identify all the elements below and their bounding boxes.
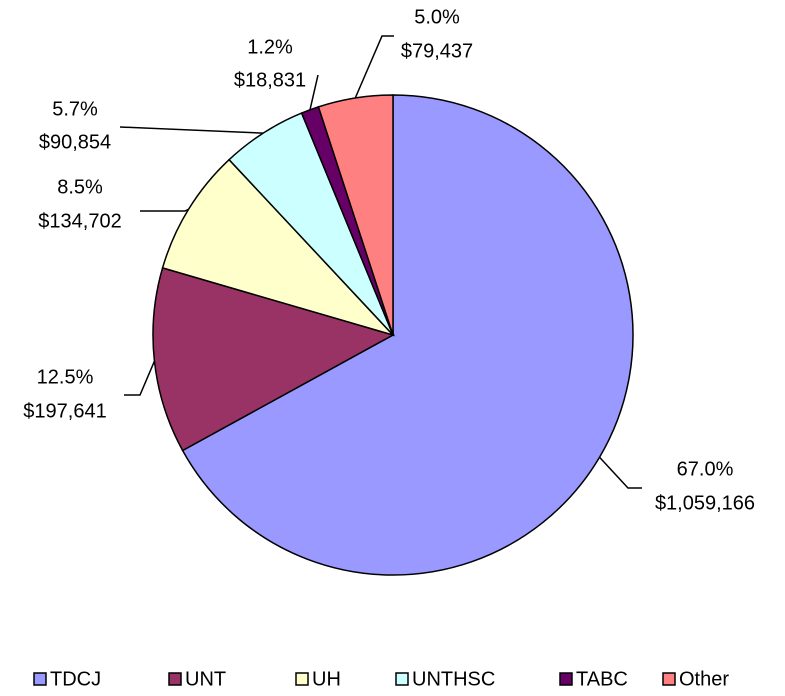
percent-label: 1.2%: [247, 36, 293, 58]
legend-label: UNT: [185, 668, 226, 690]
legend-swatch: [168, 672, 182, 686]
leader-line: [124, 360, 156, 396]
pie-slice: [181, 94, 634, 576]
value-label: $1,059,166: [655, 492, 755, 514]
legend-swatch: [33, 672, 47, 686]
value-label: $79,437: [401, 40, 473, 62]
value-label: $134,702: [38, 210, 121, 232]
legend-label: TABC: [576, 668, 628, 690]
value-label: $197,641: [23, 400, 106, 422]
leader-line: [598, 456, 642, 489]
leader-line: [119, 126, 264, 134]
legend-label: Other: [679, 668, 729, 690]
value-label: $90,854: [39, 131, 111, 153]
leader-line: [309, 74, 319, 110]
legend-swatch: [395, 672, 409, 686]
legend-swatch: [295, 672, 309, 686]
percent-label: 5.0%: [414, 6, 460, 28]
leader-line: [354, 35, 394, 99]
legend-label: UH: [312, 668, 341, 690]
percent-label: 8.5%: [57, 176, 103, 198]
legend-label: TDCJ: [50, 668, 101, 690]
legend-swatch: [662, 672, 676, 686]
legend-label: UNTHSC: [412, 668, 495, 690]
pie-slice: [152, 266, 395, 452]
percent-label: 67.0%: [677, 458, 734, 480]
leader-line: [140, 208, 189, 212]
percent-label: 12.5%: [37, 366, 94, 388]
percent-label: 5.7%: [52, 98, 98, 120]
legend-swatch: [559, 672, 573, 686]
value-label: $18,831: [234, 69, 306, 91]
